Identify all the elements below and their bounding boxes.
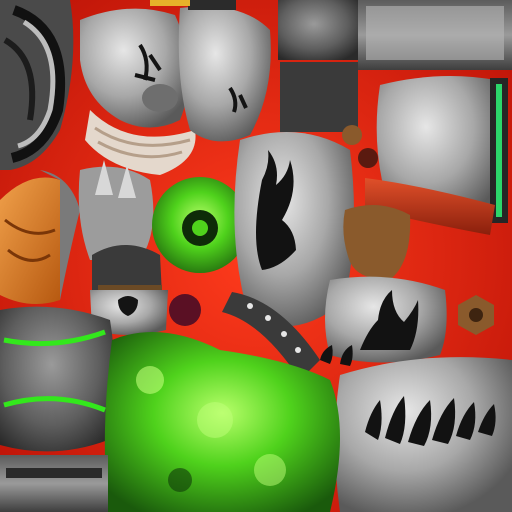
bronze-buckle [342,125,411,279]
gold-edge [150,0,190,6]
rivet-bar [490,78,508,223]
boot-strip [0,455,108,512]
round-shoulder [0,0,74,170]
toxic-gear [152,177,248,273]
flame-belt-plate [320,276,447,366]
chest-plate [234,132,354,327]
red-strap [365,178,495,235]
top-strip [278,0,512,132]
helmet-plate [80,8,196,175]
lower-right-flame-plate [335,357,512,512]
hex-nut [458,295,494,335]
claw-grip [78,160,162,304]
visor-plate [178,0,271,142]
toxic-slime [104,332,340,512]
studded-belt [222,292,320,380]
green-striped-pad [0,306,115,452]
orange-wrap [0,170,80,304]
dark-orb [169,294,201,326]
